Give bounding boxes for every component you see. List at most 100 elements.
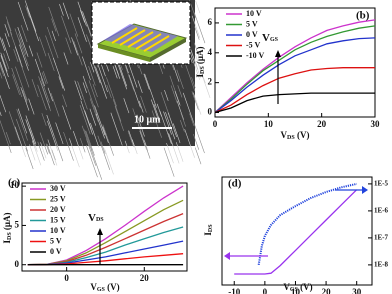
arrow-head (275, 50, 281, 57)
fiber (51, 30, 56, 42)
series-line (214, 37, 376, 114)
axis-label: IDS (203, 224, 214, 236)
series-line (214, 19, 376, 113)
fiber (14, 46, 23, 68)
axis-label: VGS (V) (90, 282, 119, 293)
fiber (63, 52, 69, 65)
series-line (257, 182, 357, 266)
x-tick-label: 20 (140, 273, 150, 283)
fiber (143, 139, 149, 151)
fiber (144, 73, 157, 108)
y-tick-label: 0 (208, 107, 213, 117)
fiber (12, 74, 20, 96)
fiber (15, 118, 28, 152)
fiber (0, 52, 8, 72)
panel-label: (c) (8, 177, 21, 189)
fiber (140, 95, 147, 113)
fiber (195, 0, 201, 14)
label-part: GS (270, 37, 279, 43)
label-part: DS (200, 66, 206, 74)
fiber (1, 38, 11, 62)
y2-tick-label: 1E-7 (374, 234, 389, 242)
fiber (168, 133, 180, 164)
fiber (95, 113, 105, 139)
label-part: GS (97, 287, 106, 293)
fiber (51, 149, 56, 161)
fiber (151, 110, 162, 138)
fiber (62, 2, 70, 20)
fiber (69, 138, 80, 168)
fiber (131, 139, 138, 155)
fiber (138, 100, 144, 113)
fiber (127, 130, 134, 147)
fiber (25, 147, 34, 170)
fiber (195, 54, 206, 84)
fiber (136, 114, 145, 137)
x-tick-label: -10 (228, 287, 240, 294)
fiber (25, 115, 37, 145)
axis-label: IDS (μA) (195, 46, 206, 77)
fiber (40, 78, 50, 103)
fiber (164, 90, 169, 101)
fiber (88, 80, 99, 108)
fiber (41, 72, 47, 85)
fiber (124, 140, 130, 154)
fiber (106, 77, 117, 107)
fiber (176, 100, 184, 120)
plot-frame (221, 176, 373, 286)
fiber (31, 140, 42, 166)
fiber (0, 64, 5, 77)
fiber (0, 71, 3, 79)
x-tick-label: 20 (322, 287, 332, 294)
arrow-head (362, 186, 368, 194)
fiber (77, 17, 87, 42)
fiber (34, 58, 45, 87)
fiber (0, 55, 9, 78)
fiber (63, 131, 74, 161)
fiber (194, 147, 202, 165)
fiber (182, 92, 194, 123)
fiber (37, 141, 45, 161)
fiber (46, 143, 55, 166)
fiber (73, 40, 83, 66)
fiber (39, 132, 49, 155)
fiber (20, 87, 30, 111)
fiber (191, 91, 199, 110)
fiber (96, 61, 108, 93)
fiber (104, 148, 114, 175)
panel-label: (b) (356, 10, 370, 22)
fiber (77, 81, 84, 98)
fiber (180, 112, 186, 127)
fiber (73, 131, 84, 160)
fiber (14, 28, 22, 47)
fiber (28, 128, 38, 152)
fiber (53, 57, 66, 91)
fiber (86, 139, 97, 166)
fiber (100, 141, 106, 154)
fiber (84, 110, 92, 130)
fiber (17, 27, 29, 57)
fiber (193, 42, 199, 56)
fiber (38, 76, 51, 112)
fiber (62, 94, 68, 107)
fiber (118, 64, 128, 87)
fiber (191, 77, 196, 89)
fiber (71, 37, 79, 56)
fiber (22, 89, 28, 103)
y-tick-label: 6 (208, 17, 213, 27)
fiber (58, 76, 64, 89)
arrow-head (97, 228, 103, 235)
legend-label: 30 V (50, 184, 66, 193)
fiber (51, 18, 57, 32)
scale-bar-label: 10 μm (134, 114, 161, 125)
fiber (81, 125, 90, 148)
fiber (85, 130, 95, 156)
fiber (180, 120, 185, 132)
axis-label: VDS (88, 212, 104, 224)
fiber (80, 9, 85, 23)
label-part: V (88, 212, 96, 224)
x-tick-label: 0 (263, 287, 268, 294)
fiber (139, 130, 147, 150)
fiber (85, 82, 98, 116)
fiber (59, 4, 64, 16)
